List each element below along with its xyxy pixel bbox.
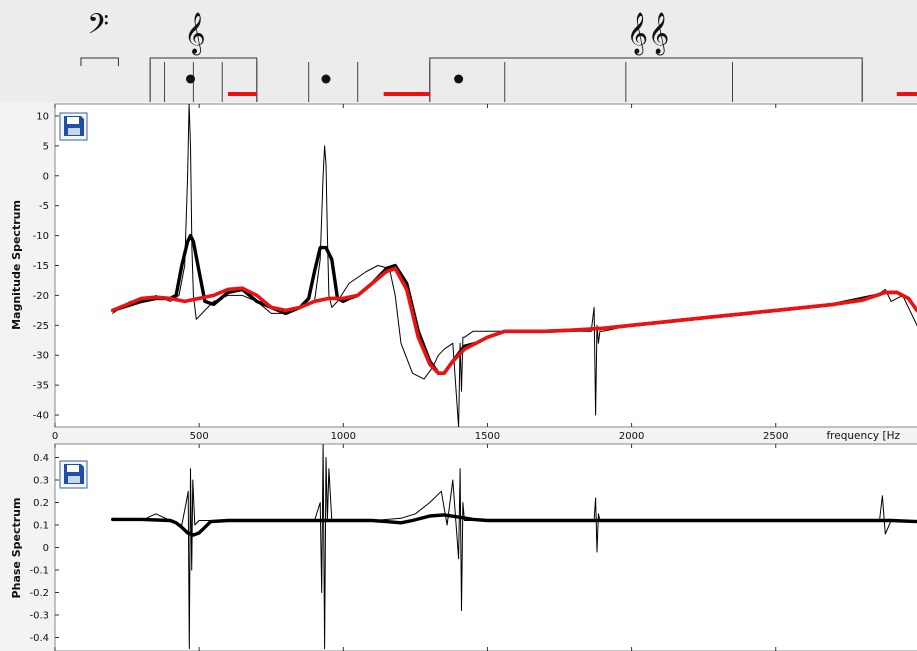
phase-save-button[interactable] [59,460,88,489]
magnitude-save-button[interactable] [59,112,88,141]
magnitude-ylabel: Magnitude Spectrum [10,200,23,330]
y-tick-label: -40 [33,411,49,422]
y-tick-label: -35 [33,381,49,392]
y-tick-label: 10 [36,111,49,122]
phase-plot-area [54,443,917,651]
y-tick-label: -20 [33,291,49,302]
strip-background [0,0,917,102]
y-tick-label: 5 [43,141,49,152]
y-tick-label: -10 [33,231,49,242]
note-marker [185,74,195,84]
floppy-label-area [67,117,79,124]
magnitude-spectrum-panel: Magnitude Spectrum frequency [Hz 0 500 100… [10,103,917,442]
y-tick-label: 0.2 [33,498,49,509]
double-treble-clef-symbol: 𝄞𝄞 [627,12,670,55]
frequency-axis-label: frequency [Hz [826,430,900,442]
smoothed-series-line [111,513,917,537]
floppy-shutter [68,128,80,135]
y-tick-label: -15 [33,261,49,272]
phase-spectrum-panel: Phase Spectrum 0.4 0.3 0.2 0.1 0 -0.1 -0.2 -0.3… [10,443,917,651]
y-tick-label: 0.3 [33,476,49,487]
floppy-shutter [68,476,80,483]
y-tick-label: -25 [33,321,49,332]
x-tick-label: 2000 [619,431,644,442]
bass-clef-symbol: 𝄢 [87,8,109,48]
y-tick-label: 0.1 [33,521,49,532]
treble-clef-symbol: 𝄞 [184,12,205,55]
x-tick-label: 2500 [763,431,788,442]
y-tick-label: -0.2 [29,588,49,599]
x-tick-label: 1000 [331,431,356,442]
y-tick-label: 0 [43,171,49,182]
y-tick-label: 0 [43,543,49,554]
y-tick-label: -0.3 [29,611,49,622]
y-tick-label: -30 [33,351,49,362]
phase-ylabel: Phase Spectrum [10,498,23,599]
note-marker [321,74,331,84]
y-tick-label: -0.4 [29,633,49,644]
y-tick-label: -0.1 [29,566,49,577]
bracket [80,57,119,66]
clef-notation-strip: 𝄢 𝄞 𝄞𝄞 [0,0,917,102]
y-tick-label: 0.4 [33,453,49,464]
note-marker [454,74,464,84]
red-series-line [110,266,917,375]
x-tick-label: 1500 [475,431,500,442]
x-tick-label: 0 [52,431,58,442]
floppy-label-area [67,465,79,472]
y-tick-label: -5 [39,201,49,212]
x-tick-label: 500 [190,431,209,442]
